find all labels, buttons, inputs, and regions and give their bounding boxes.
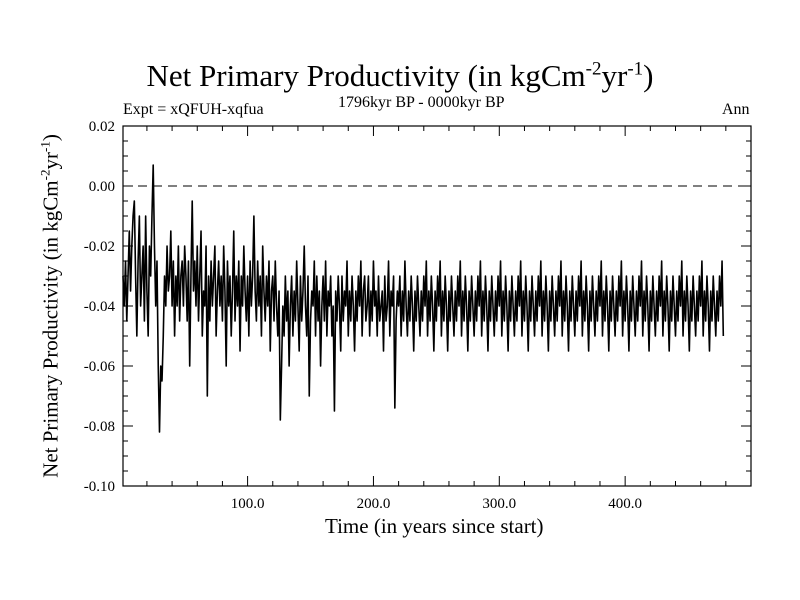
x-axis-label: Time (in years since start) xyxy=(325,514,544,538)
y-tick-label: 0.02 xyxy=(89,119,115,135)
y-tick-label: -0.06 xyxy=(84,359,116,375)
title-exponent-1: -2 xyxy=(585,58,602,80)
y-tick-label: -0.10 xyxy=(84,479,115,495)
ylabel-exponent-2: -1 xyxy=(37,141,53,153)
y-tick-label: -0.02 xyxy=(84,239,115,255)
x-tick-label: 300.0 xyxy=(482,496,516,512)
x-tick-label: 400.0 xyxy=(608,496,642,512)
npp-series-line xyxy=(122,164,725,433)
x-tick-label: 200.0 xyxy=(357,496,391,512)
y-tick-label: -0.08 xyxy=(84,419,115,435)
title-end: ) xyxy=(643,58,654,93)
ylabel-end: ) xyxy=(38,134,63,142)
y-axis-label: Net Primary Productivity (in kgCm-2yr-1) xyxy=(37,134,64,478)
ylabel-mid: yr xyxy=(38,152,63,170)
title-exponent-2: -1 xyxy=(627,58,644,80)
season-label: Ann xyxy=(722,101,750,118)
period-label: 1796kyr BP - 0000kyr BP xyxy=(338,94,505,111)
y-tick-label: 0.00 xyxy=(89,179,115,195)
title-mid: yr xyxy=(601,58,628,93)
ylabel-exponent-1: -2 xyxy=(37,169,53,181)
y-tick-label: -0.04 xyxy=(84,299,116,315)
x-tick-label: 100.0 xyxy=(231,496,265,512)
chart-title: Net Primary Productivity (in kgCm-2yr-1) xyxy=(0,58,800,94)
experiment-label: Expt = xQFUH-xqfua xyxy=(123,101,264,118)
ylabel-main: Net Primary Productivity (in kgCm xyxy=(38,180,63,478)
title-main: Net Primary Productivity (in kgCm xyxy=(146,58,586,93)
